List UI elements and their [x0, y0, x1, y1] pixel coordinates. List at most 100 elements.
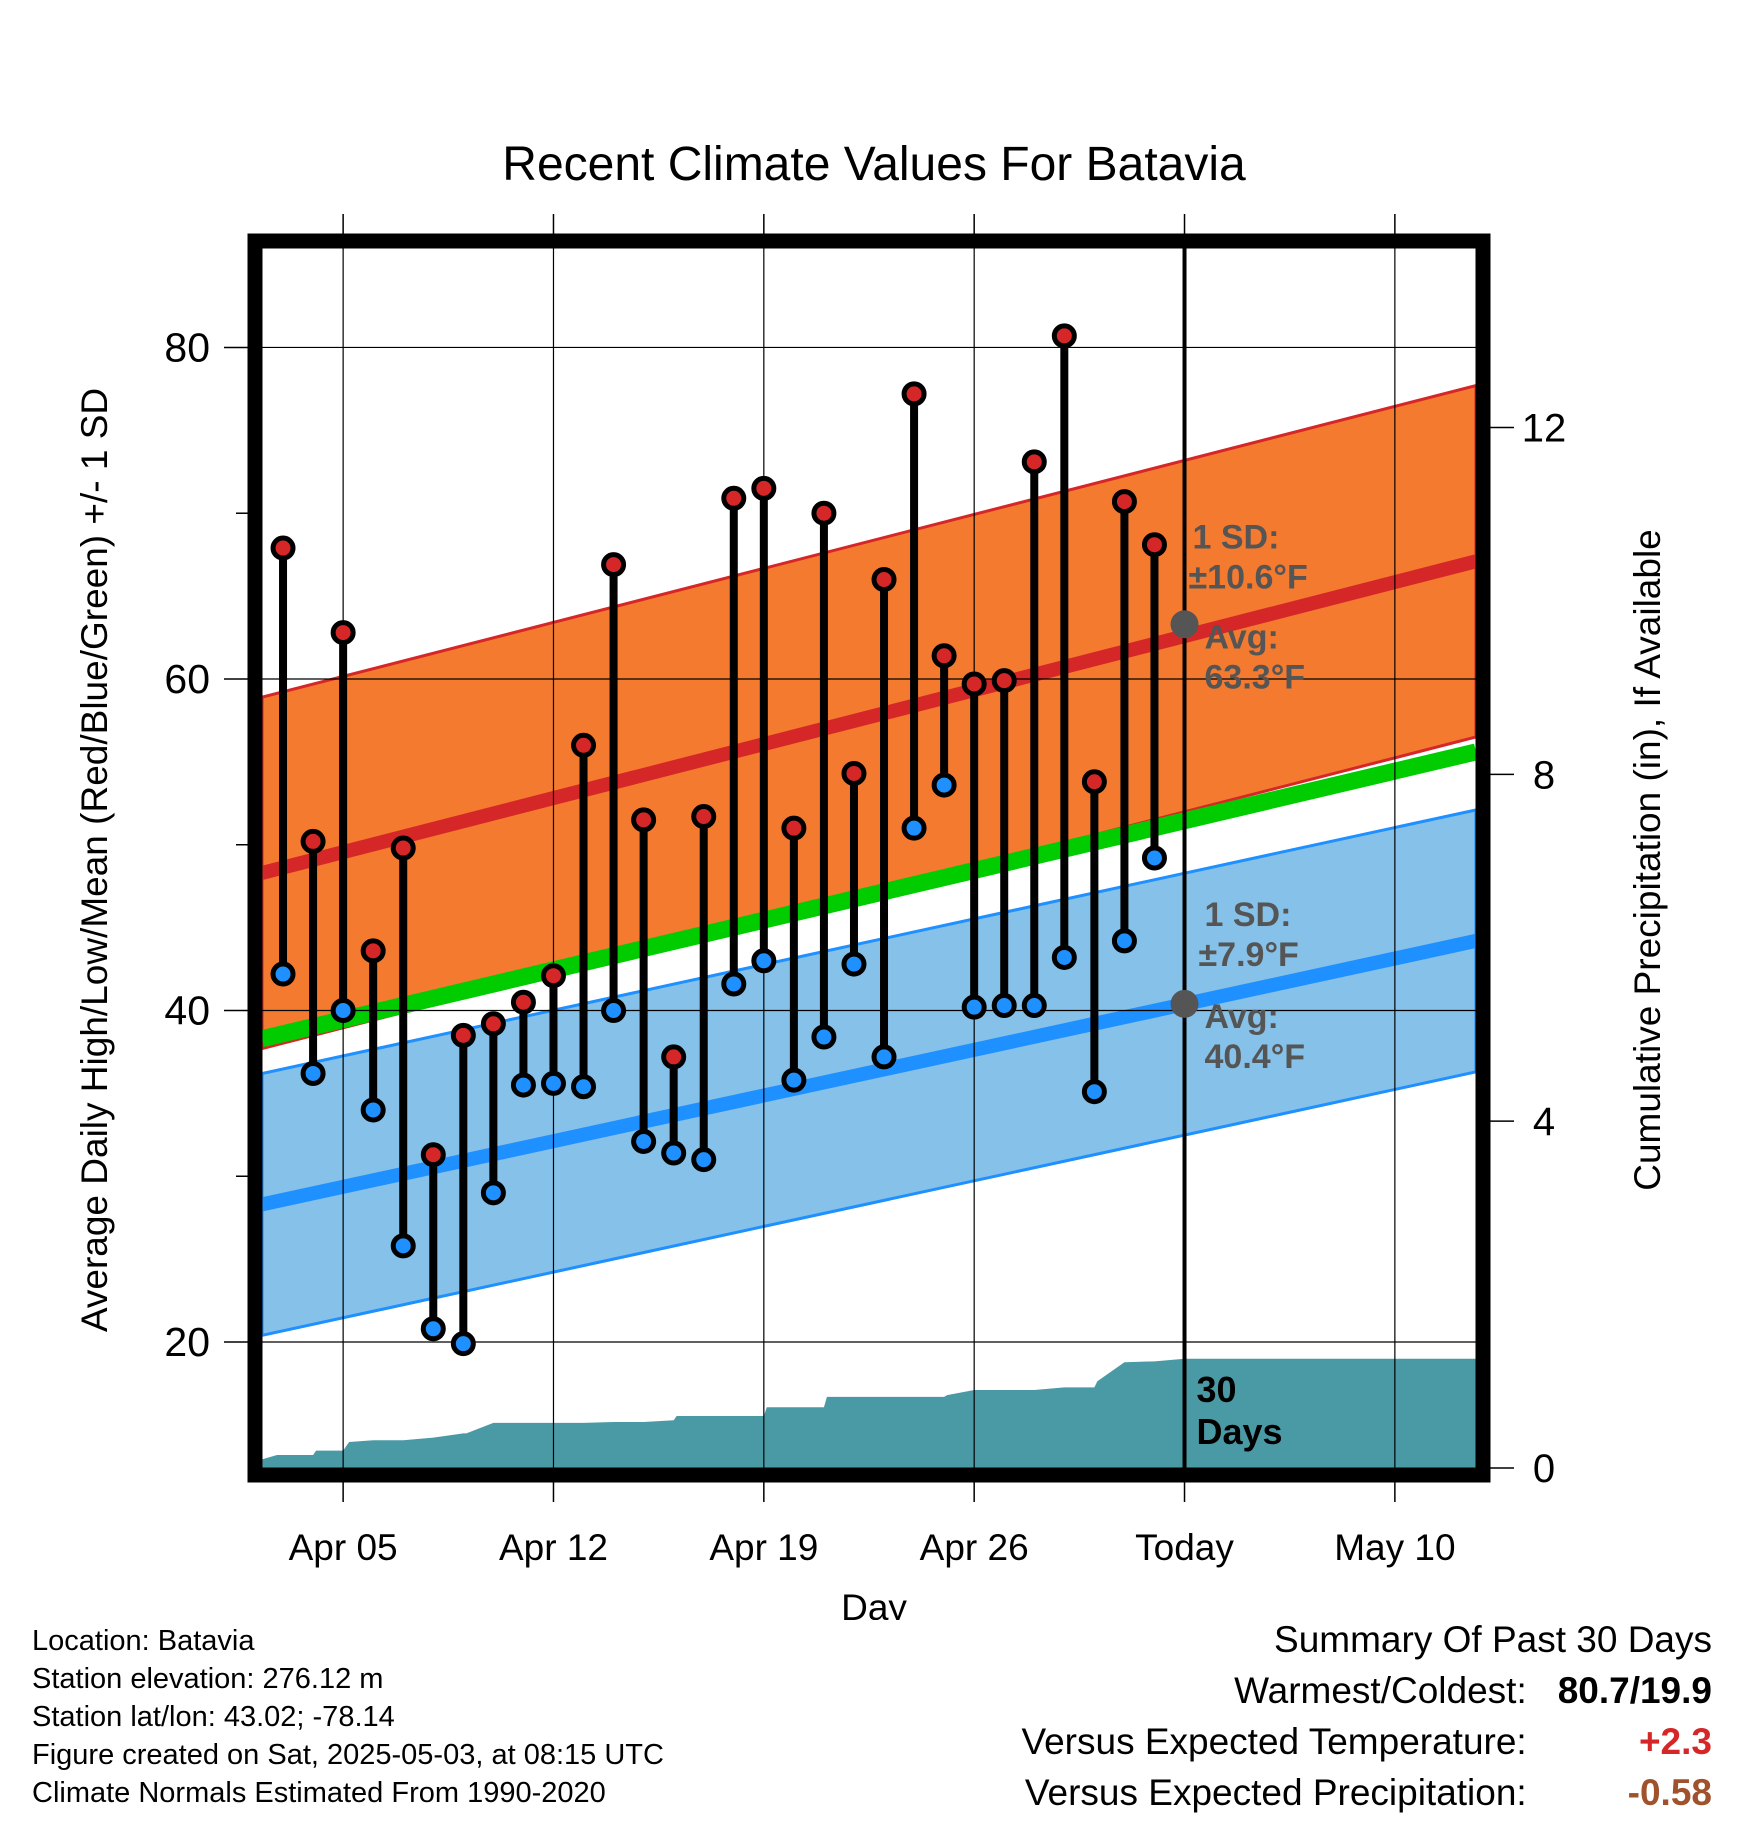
- temp-label: Versus Expected Temperature:: [1021, 1721, 1527, 1762]
- low-sd-label: 1 SD:: [1205, 896, 1292, 934]
- x-tick-label: Apr 26: [920, 1527, 1029, 1568]
- low-temp-point: [1141, 845, 1167, 871]
- high-temp-point: [1141, 532, 1167, 558]
- precip-area: [262, 1358, 1476, 1468]
- normal-high-line: [262, 554, 1476, 880]
- low-temp-point: [330, 998, 356, 1023]
- high-temp-point: [661, 1044, 687, 1070]
- high-temp-point: [601, 552, 627, 578]
- summary-title: Summary Of Past 30 Days: [1274, 1619, 1712, 1660]
- low-temp-point: [360, 1097, 386, 1123]
- location-text: Location: Batavia: [32, 1625, 255, 1657]
- high-temp-point: [1081, 769, 1107, 795]
- normals-text: Climate Normals Estimated From 1990-2020: [32, 1777, 606, 1809]
- warm-cold-value: 80.7/19.9: [1557, 1670, 1712, 1711]
- low-temp-point: [871, 1044, 897, 1070]
- high-sd-label: 1 SD:: [1193, 518, 1280, 556]
- low-avg-marker: [1170, 989, 1199, 1018]
- low-avg-label: Avg:: [1205, 998, 1279, 1036]
- y2-tick-label: 8: [1533, 753, 1555, 797]
- high-temp-point: [781, 815, 807, 841]
- low-temp-point: [781, 1067, 807, 1093]
- high-temp-point: [1051, 323, 1077, 349]
- normal-mean-line: [262, 743, 1476, 1047]
- low-temp-point: [1081, 1079, 1107, 1105]
- high-temp-point: [901, 381, 927, 407]
- low-temp-point: [961, 994, 987, 1020]
- x-tick-label: Apr 19: [709, 1527, 818, 1568]
- low-temp-point: [631, 1128, 657, 1154]
- low-temp-point: [721, 971, 747, 997]
- low-temp-point: [480, 1180, 506, 1206]
- y2-tick-label: 0: [1533, 1447, 1555, 1491]
- low-temp-point: [601, 998, 627, 1023]
- high-temp-point: [571, 732, 597, 758]
- created-text: Figure created on Sat, 2025-05-03, at 08…: [32, 1739, 664, 1771]
- low-temp-point: [510, 1072, 536, 1098]
- high-sd-value: ±10.6°F: [1189, 558, 1308, 596]
- low-sd-value: ±7.9°F: [1199, 936, 1299, 974]
- high-temp-point: [631, 807, 657, 833]
- y-axis-label: Average Daily High/Low/Mean (Red/Blue/Gr…: [74, 388, 115, 1332]
- high-temp-point: [871, 567, 897, 593]
- x-tick-label: May 10: [1334, 1527, 1455, 1568]
- high-temp-point: [300, 828, 326, 854]
- high-temp-point: [931, 643, 957, 669]
- y-tick-label: 60: [164, 656, 210, 702]
- precip-period-label: Days: [1197, 1411, 1283, 1452]
- low-temp-point: [420, 1316, 446, 1342]
- high-temp-point: [1111, 489, 1137, 515]
- low-temp-point: [300, 1060, 326, 1086]
- high-temp-point: [330, 620, 356, 646]
- low-temp-point: [991, 993, 1017, 1019]
- low-temp-point: [661, 1140, 687, 1166]
- x-tick-label: Apr 12: [499, 1527, 608, 1568]
- high-temp-point: [751, 475, 777, 501]
- y-tick-label: 40: [164, 988, 210, 1034]
- precip-period-label: 30: [1197, 1369, 1237, 1410]
- high-temp-point: [540, 963, 566, 989]
- low-temp-point: [841, 951, 867, 977]
- high-temp-point: [480, 1011, 506, 1037]
- high-temp-point: [991, 668, 1017, 694]
- high-temp-point: [721, 485, 747, 511]
- plot-frame: [247, 233, 1491, 1483]
- high-temp-point: [420, 1142, 446, 1168]
- low-temp-point: [390, 1233, 416, 1259]
- precip-value: -0.58: [1627, 1772, 1712, 1813]
- low-temp-point: [540, 1070, 566, 1096]
- y-tick-label: 80: [164, 324, 210, 370]
- high-avg-marker: [1170, 610, 1199, 639]
- low-temp-point: [1051, 944, 1077, 970]
- high-temp-point: [691, 804, 717, 830]
- low-temp-point: [571, 1074, 597, 1100]
- temp-value: +2.3: [1638, 1721, 1712, 1762]
- chart-title: Recent Climate Values For Batavia: [502, 138, 1246, 191]
- x-tick-label: Apr 05: [289, 1527, 398, 1568]
- y2-tick-label: 4: [1533, 1100, 1555, 1144]
- y2-axis-label: Cumulative Precipitation (in), If Availa…: [1627, 529, 1668, 1191]
- y-tick-label: 20: [164, 1319, 210, 1365]
- high-temp-point: [270, 535, 296, 561]
- high-temp-point: [390, 835, 416, 861]
- precip-row: Versus Expected Precipitation: -0.58: [1021, 1767, 1712, 1818]
- precip-label: Versus Expected Precipitation:: [1024, 1772, 1527, 1813]
- high-temp-point: [1021, 449, 1047, 475]
- high-avg-value: 63.3°F: [1205, 658, 1306, 696]
- x-tick-label: Today: [1135, 1527, 1234, 1568]
- high-temp-point: [450, 1022, 476, 1048]
- low-temp-point: [901, 815, 927, 841]
- y2-tick-label: 12: [1522, 406, 1567, 450]
- summary-panel: Summary Of Past 30 Days Warmest/Coldest:…: [1021, 1614, 1712, 1818]
- elevation-text: Station elevation: 276.12 m: [32, 1663, 384, 1695]
- latlon-text: Station lat/lon: 43.02; -78.14: [32, 1701, 395, 1733]
- high-temp-point: [811, 500, 837, 526]
- low-avg-value: 40.4°F: [1205, 1038, 1306, 1076]
- high-temp-point: [961, 671, 987, 697]
- high-avg-label: Avg:: [1205, 618, 1279, 656]
- low-temp-point: [1111, 928, 1137, 954]
- station-info: Location: Batavia Station elevation: 276…: [32, 1622, 664, 1812]
- low-temp-point: [931, 772, 957, 798]
